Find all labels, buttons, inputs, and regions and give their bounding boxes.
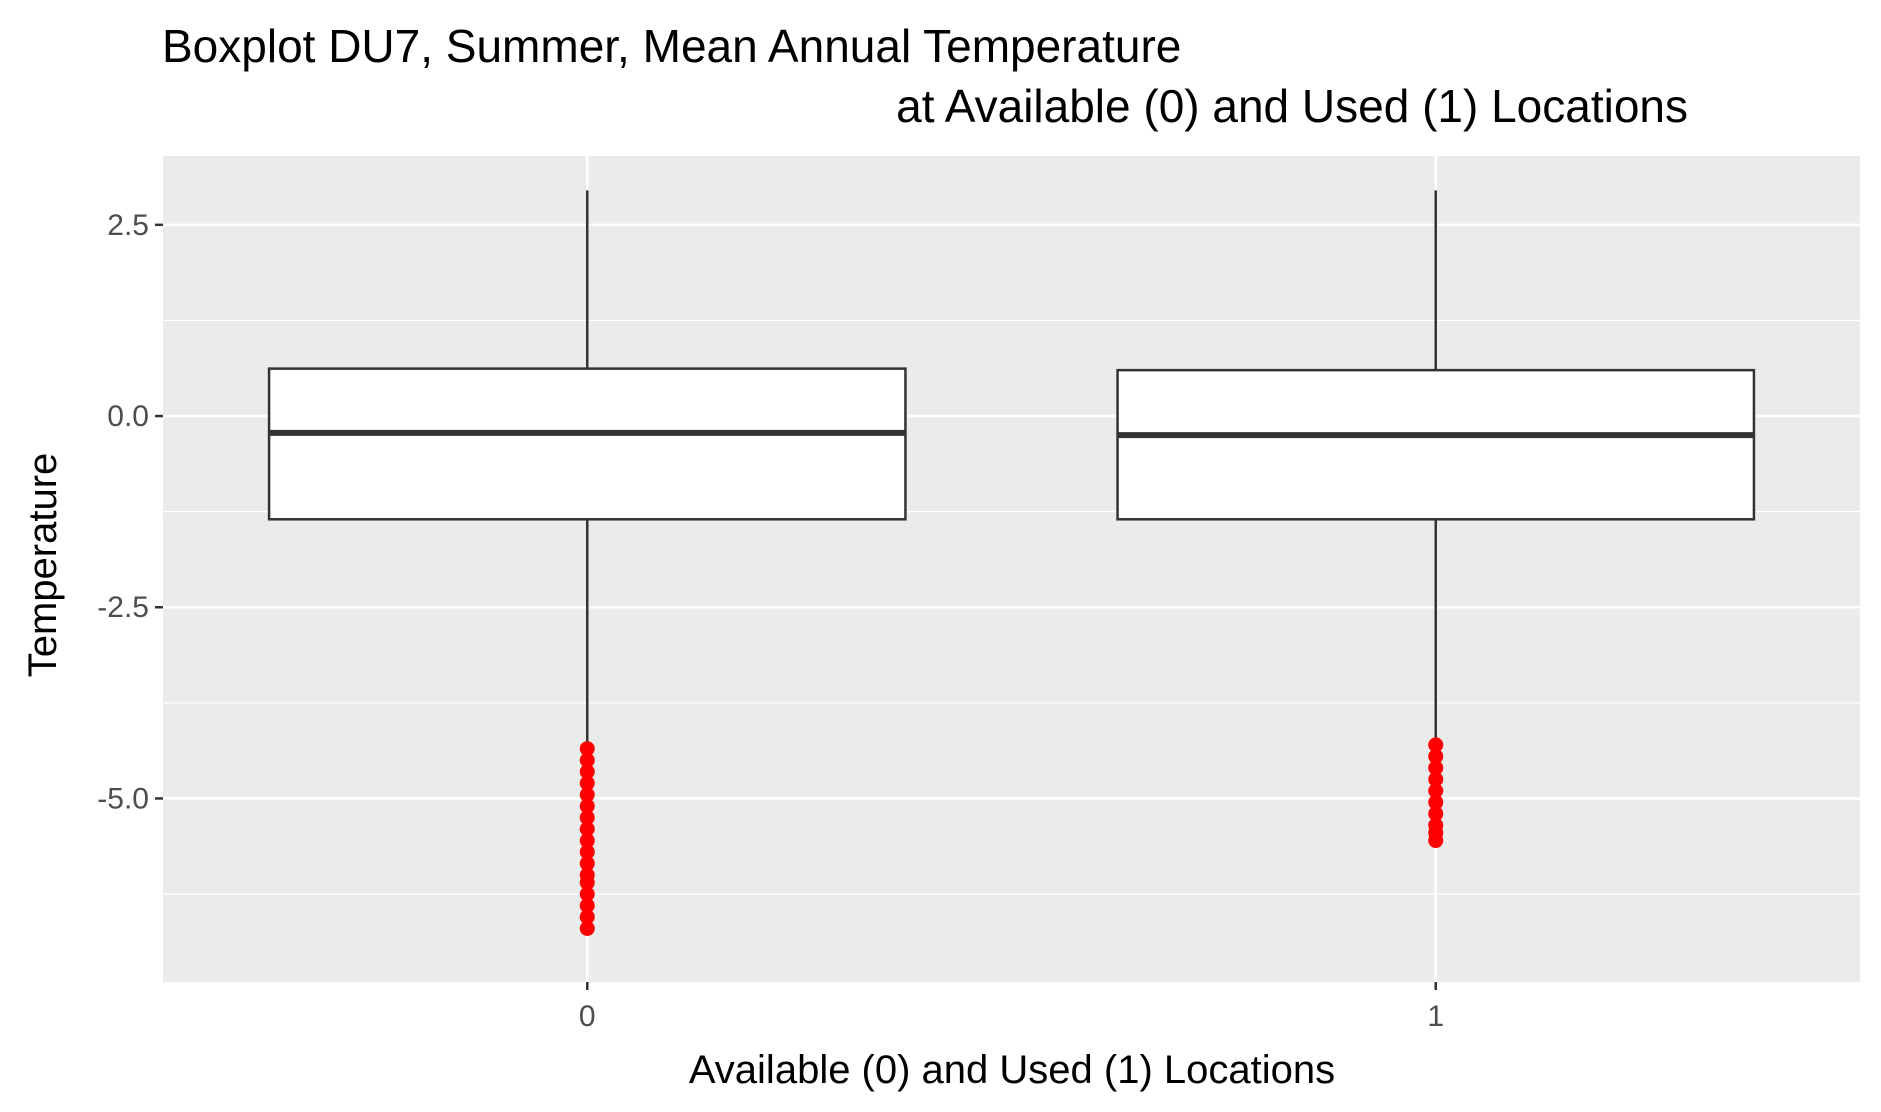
outlier-point: [579, 787, 595, 803]
box-group-0: [267, 190, 907, 936]
y-axis: -5.0 -2.5 0.0 2.5: [97, 209, 163, 815]
outlier-point: [579, 764, 595, 780]
boxes: [267, 190, 1756, 936]
y-tick-label: 2.5: [107, 209, 149, 242]
outlier-point: [579, 810, 595, 826]
y-tick-label: 0.0: [107, 400, 149, 433]
outlier-point: [579, 833, 595, 849]
y-axis-title: Temperature: [21, 453, 65, 678]
outlier-point: [579, 909, 595, 925]
outlier-point: [1428, 833, 1444, 849]
outlier-point: [579, 855, 595, 871]
outlier-point: [579, 752, 595, 768]
outlier-point: [579, 775, 595, 791]
outlier-point: [1428, 806, 1444, 822]
chart-title-line1: Boxplot DU7, Summer, Mean Annual Tempera…: [162, 20, 1181, 72]
outlier-point: [579, 844, 595, 860]
outlier-point: [579, 898, 595, 914]
outlier-point: [1428, 748, 1444, 764]
outlier-point: [579, 821, 595, 837]
x-tick-label: 1: [1427, 1000, 1444, 1033]
outlier-point: [1428, 783, 1444, 799]
box: [1116, 368, 1756, 521]
outlier-point: [1428, 737, 1444, 753]
x-axis-title: Available (0) and Used (1) Locations: [689, 1048, 1335, 1092]
y-tick-label: -2.5: [97, 591, 149, 624]
box-group-1: [1116, 190, 1756, 849]
outlier-point: [1428, 794, 1444, 810]
chart-title-line2: at Available (0) and Used (1) Locations: [896, 80, 1688, 132]
plot-panel: [163, 156, 1860, 982]
outlier-point: [579, 886, 595, 902]
outlier-point: [579, 920, 595, 936]
outlier-point: [579, 798, 595, 814]
box: [267, 367, 907, 521]
y-tick-label: -5.0: [97, 782, 149, 815]
outlier-point: [1428, 771, 1444, 787]
outlier-point: [579, 741, 595, 757]
outlier-point: [579, 875, 595, 891]
outlier-point: [1428, 760, 1444, 776]
x-tick-label: 0: [579, 1000, 596, 1033]
